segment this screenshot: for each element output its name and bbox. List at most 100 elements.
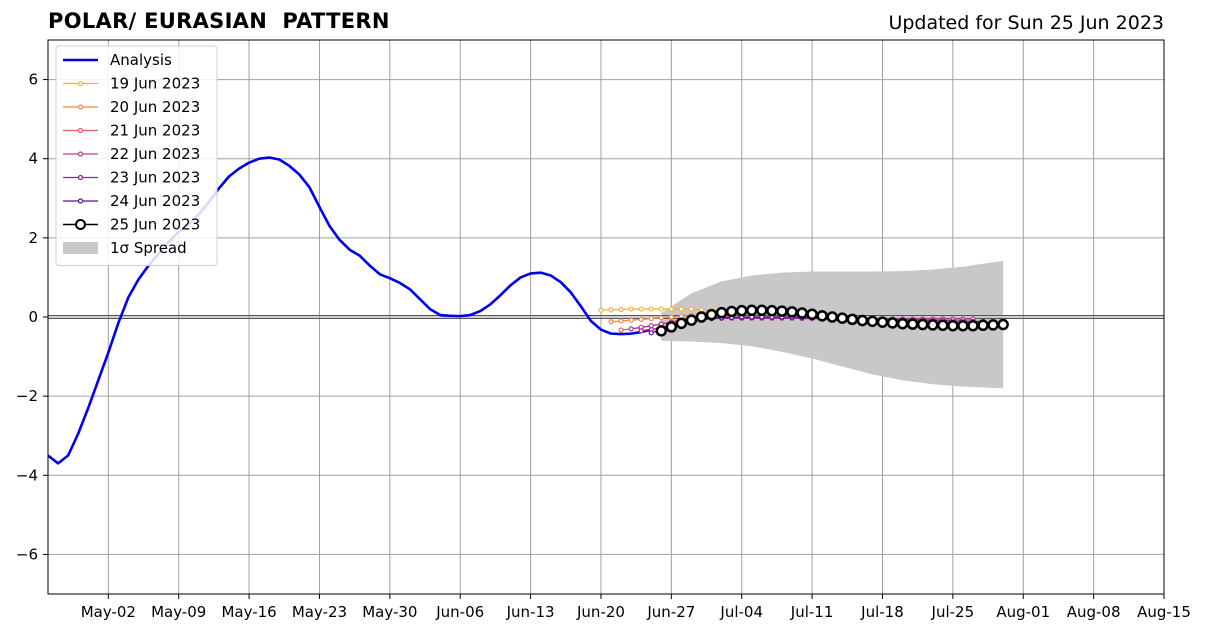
data-point	[698, 306, 705, 313]
data-point	[638, 306, 644, 312]
y-tick-label: 2	[28, 229, 38, 247]
legend-marker	[77, 127, 84, 134]
legend-label: 22 Jun 2023	[110, 145, 200, 163]
data-point	[665, 321, 678, 333]
data-point	[628, 317, 634, 323]
data-point	[688, 306, 695, 312]
data-point	[876, 316, 889, 328]
updated-label: Updated for Sun 25 Jun 2023	[888, 12, 1164, 34]
data-point	[856, 314, 869, 327]
x-tick-label: Jun-13	[506, 603, 555, 621]
x-tick-label: May-09	[151, 603, 206, 621]
x-tick-label: Jul-11	[790, 603, 834, 621]
data-point	[608, 319, 614, 325]
x-tick-label: May-30	[362, 603, 417, 621]
data-point	[638, 316, 644, 322]
y-tick-label: 0	[28, 308, 38, 326]
y-tick-label: −4	[16, 466, 38, 484]
data-point	[896, 317, 909, 330]
legend-label: 24 Jun 2023	[110, 192, 200, 210]
legend-entry: Analysis	[63, 51, 172, 69]
legend-marker	[77, 174, 84, 181]
series-19-jun-2023	[598, 306, 715, 313]
data-point	[705, 308, 718, 321]
data-point	[685, 314, 698, 326]
spread-band	[661, 260, 1004, 389]
legend-marker	[77, 198, 84, 204]
spread-area	[661, 260, 1004, 389]
data-point	[725, 305, 738, 318]
data-point	[648, 330, 654, 336]
legend-entry: 20 Jun 2023	[63, 98, 200, 116]
data-point	[906, 318, 919, 330]
legend-label: 25 Jun 2023	[110, 216, 200, 234]
legend-label: 19 Jun 2023	[110, 75, 200, 93]
legend-label: 21 Jun 2023	[110, 122, 200, 140]
data-point	[927, 319, 939, 331]
legend-label: 23 Jun 2023	[110, 169, 200, 187]
x-tick-label: May-16	[221, 603, 276, 621]
data-point	[668, 314, 674, 320]
data-point	[937, 319, 949, 332]
series-25-jun-2023	[655, 304, 1009, 337]
x-tick-label: Jun-27	[646, 603, 695, 621]
legend-marker	[77, 104, 84, 110]
legend-label: 20 Jun 2023	[110, 98, 200, 116]
data-point	[658, 315, 664, 321]
data-point	[816, 310, 828, 322]
data-point	[947, 319, 959, 332]
x-tick-label: Jun-20	[576, 603, 625, 621]
legend-entry: 24 Jun 2023	[63, 192, 200, 210]
data-point	[628, 326, 634, 332]
data-point	[618, 318, 624, 324]
legend-entry-spread: 1σ Spread	[63, 239, 187, 257]
data-point	[655, 325, 668, 337]
data-point	[806, 308, 818, 320]
data-point	[786, 306, 798, 318]
data-point	[997, 318, 1009, 331]
legend-marker	[75, 219, 86, 230]
data-point	[638, 328, 644, 334]
data-point	[658, 306, 664, 312]
y-axis: 6 4 2 0 −2 −4 −6	[16, 71, 48, 563]
data-point	[678, 306, 685, 312]
data-point	[796, 307, 808, 319]
data-point	[608, 307, 614, 313]
data-point	[618, 306, 624, 313]
data-point	[746, 304, 758, 317]
x-axis: May-02 May-09 May-16 May-23 May-30 Jun-06 Jun-…	[81, 594, 1191, 621]
data-point	[846, 313, 859, 326]
data-point	[628, 306, 634, 312]
legend-entry: 21 Jun 2023	[63, 122, 200, 140]
legend-label: 1σ Spread	[110, 239, 187, 257]
legend-entry: 25 Jun 2023	[63, 216, 200, 234]
y-tick-label: −6	[16, 545, 38, 563]
legend-entry: 19 Jun 2023	[63, 75, 200, 93]
data-point	[886, 317, 899, 329]
data-point	[715, 306, 728, 319]
data-point	[776, 305, 788, 317]
data-point	[735, 304, 748, 317]
x-tick-label: May-02	[81, 603, 136, 621]
data-point	[766, 304, 778, 317]
data-point	[836, 312, 849, 324]
x-tick-label: May-23	[292, 603, 347, 621]
x-tick-label: Jul-25	[931, 603, 975, 621]
legend-entry: 23 Jun 2023	[63, 169, 200, 187]
data-point	[916, 318, 929, 331]
x-tick-label: Jul-18	[860, 603, 904, 621]
x-tick-label: Aug-01	[996, 603, 1050, 621]
data-point	[967, 319, 979, 332]
legend: Analysis 19 Jun 2023 20 Jun 2023 21 Jun 202…	[55, 45, 218, 266]
data-point	[618, 327, 624, 333]
legend-box	[55, 45, 218, 266]
y-tick-label: −2	[16, 387, 38, 405]
data-point	[675, 317, 688, 330]
data-point	[598, 307, 604, 313]
legend-entry: 22 Jun 2023	[63, 145, 200, 163]
data-point	[695, 311, 708, 323]
data-point	[756, 304, 768, 317]
x-tick-label: Jul-04	[719, 603, 763, 621]
data-point	[648, 315, 654, 322]
